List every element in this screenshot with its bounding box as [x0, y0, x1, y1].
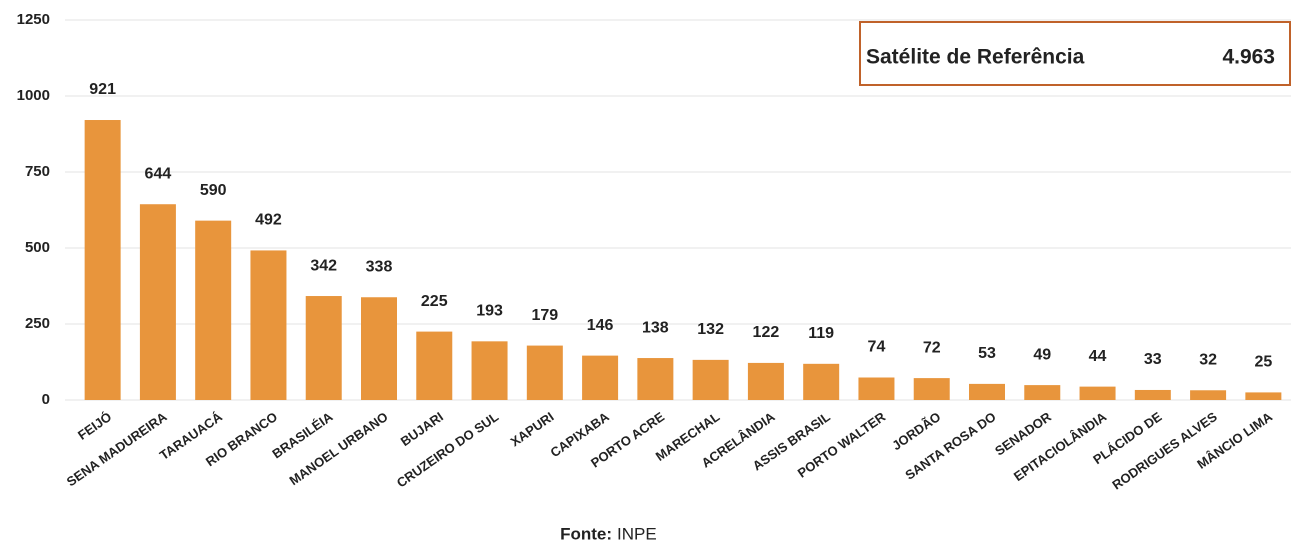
bar	[195, 220, 232, 400]
source-label: Fonte:	[560, 524, 612, 543]
bar	[526, 345, 563, 400]
data-label: 72	[923, 339, 941, 356]
y-tick-label: 250	[25, 315, 50, 332]
data-label: 644	[145, 165, 172, 182]
data-label: 49	[1033, 346, 1051, 363]
bar	[913, 378, 950, 400]
x-tick-label: CRUZEIRO DO SUL	[394, 409, 501, 491]
data-label: 132	[697, 321, 724, 338]
bar	[858, 377, 895, 400]
data-label: 590	[200, 182, 227, 199]
y-tick-label: 1250	[17, 11, 50, 28]
bar	[1024, 385, 1061, 400]
bar	[305, 296, 342, 400]
bar	[747, 362, 784, 400]
data-label: 225	[421, 293, 448, 310]
data-label: 138	[642, 319, 669, 336]
annotation-value: 4.963	[1222, 46, 1275, 69]
bar	[969, 383, 1005, 400]
data-label: 492	[255, 212, 282, 229]
x-tick-label: XAPURI	[508, 409, 557, 449]
bar	[471, 341, 508, 400]
annotation-label: Satélite de Referência	[866, 46, 1085, 69]
x-tick-label: MANOEL URBANO	[286, 409, 390, 488]
data-label: 338	[366, 258, 393, 275]
data-label: 119	[808, 325, 834, 342]
data-label: 342	[310, 257, 337, 274]
data-label: 146	[587, 317, 614, 334]
bar	[692, 359, 729, 400]
bar	[582, 355, 619, 400]
bar	[416, 331, 453, 400]
bar	[361, 297, 397, 400]
data-label: 179	[531, 307, 558, 324]
data-label: 25	[1254, 354, 1272, 371]
y-tick-label: 0	[42, 391, 50, 408]
annotation-box	[859, 21, 1291, 86]
data-label: 122	[753, 324, 780, 341]
y-tick-label: 1000	[17, 87, 50, 104]
bar	[1190, 390, 1227, 400]
bar	[84, 120, 121, 401]
data-label: 44	[1089, 348, 1107, 365]
data-label: 193	[476, 303, 503, 320]
bar	[803, 363, 840, 400]
x-tick-label: EPITACIOLÂNDIA	[1011, 409, 1110, 484]
x-tick-label: FEIJÓ	[75, 409, 114, 443]
bar	[1079, 386, 1116, 400]
data-label: 74	[868, 339, 886, 356]
data-label: 32	[1199, 351, 1217, 368]
source-text: INPE	[617, 524, 657, 543]
x-tick-label: RODRIGUES ALVES	[1109, 409, 1220, 493]
bar	[1245, 392, 1282, 400]
y-tick-label: 750	[25, 163, 50, 180]
x-tick-label: SANTA ROSA DO	[902, 409, 998, 483]
bar	[139, 204, 176, 400]
data-label: 53	[978, 345, 996, 362]
data-label: 921	[89, 81, 116, 98]
bar	[637, 358, 674, 400]
y-tick-label: 500	[25, 239, 50, 256]
data-label: 33	[1144, 351, 1162, 368]
x-tick-label: SENA MADUREIRA	[64, 409, 170, 490]
bar	[1134, 389, 1171, 400]
x-tick-label: BUJARI	[398, 409, 446, 449]
bar	[250, 250, 287, 400]
